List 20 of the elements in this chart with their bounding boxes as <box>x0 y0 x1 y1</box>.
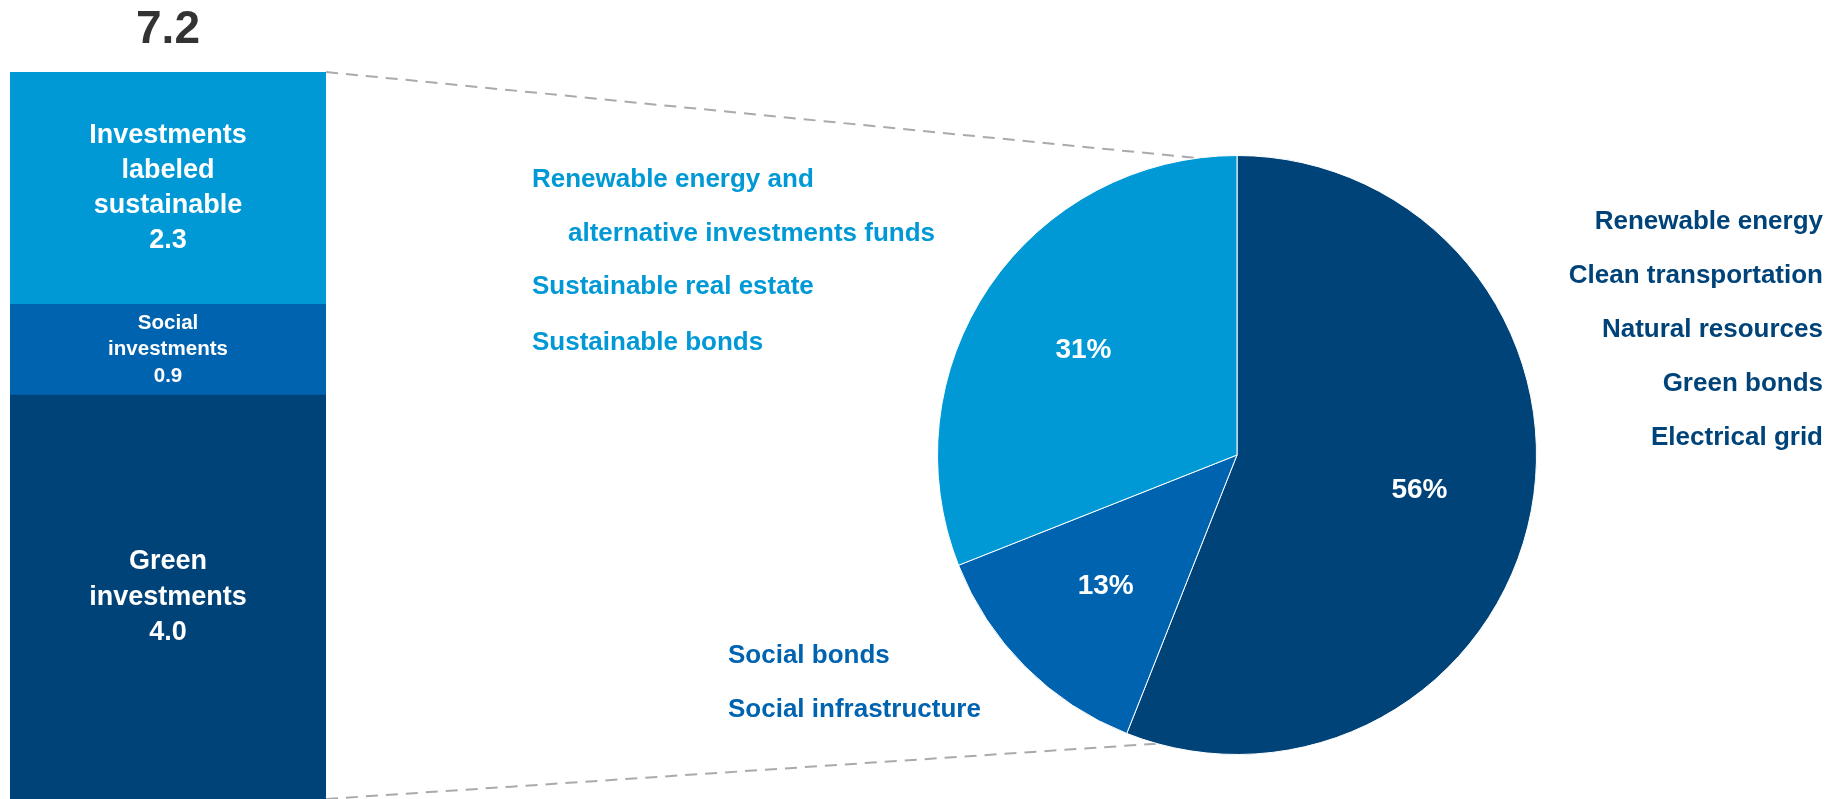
text: Social infrastructure <box>728 692 981 725</box>
total-label: 7.2 <box>136 0 200 53</box>
text: Social bonds <box>728 638 890 671</box>
text: Sustainable real estate <box>532 269 814 302</box>
data-label: 13% <box>1077 569 1134 601</box>
data-label: 2.3 <box>149 224 187 255</box>
data-label: 0.9 <box>153 363 183 387</box>
text: Renewable energy <box>1594 204 1823 237</box>
series-label: Investments labeled sustainable <box>89 118 247 220</box>
series-label: Green investments <box>89 545 247 611</box>
text: Sustainable bonds <box>532 325 764 358</box>
text: Green bonds <box>1662 366 1823 399</box>
text: Renewable energy and alternative investments funds <box>532 162 935 249</box>
data-label: 4.0 <box>149 615 187 646</box>
data-label: 31% <box>1055 333 1112 365</box>
data-label: 56% <box>1391 472 1448 504</box>
text: Natural resources <box>1601 312 1823 345</box>
text: Clean transportation <box>1568 258 1823 291</box>
text: Electrical grid <box>1651 420 1823 453</box>
series-label: Social investments <box>108 309 228 360</box>
